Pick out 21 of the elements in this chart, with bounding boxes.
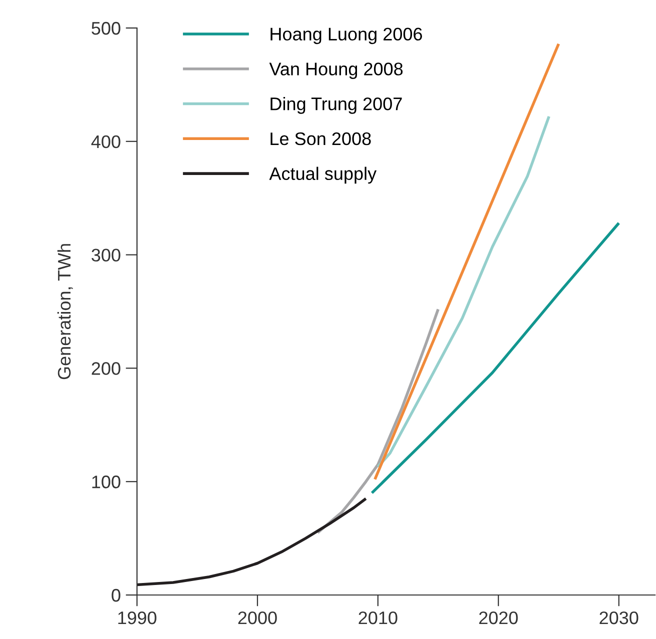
line-series <box>370 222 620 494</box>
legend-label: Actual supply <box>269 166 377 184</box>
x-tick-label: 2010 <box>358 611 398 624</box>
y-tick-label: 0 <box>112 588 120 602</box>
y-tick-label: 400 <box>91 135 120 148</box>
y-tick-label: 500 <box>92 22 120 35</box>
y-tick-label: 100 <box>92 476 120 488</box>
x-tick-label: 2030 <box>600 611 638 624</box>
x-tick-label: 1990 <box>118 611 156 624</box>
y-tick-label: 200 <box>92 362 120 375</box>
line-series <box>376 115 550 468</box>
y-axis-title: Generation, TWh <box>57 244 73 380</box>
line-series <box>316 308 440 534</box>
legend-label: Ding Trung 2007 <box>270 97 402 114</box>
y-tick-label: 300 <box>92 248 120 262</box>
legend-label: Van Houng 2008 <box>269 62 403 79</box>
x-tick-label: 2000 <box>238 611 277 624</box>
line-series <box>137 497 368 586</box>
legend-label: Le Son 2008 <box>270 132 371 146</box>
x-tick-label: 2020 <box>479 611 518 624</box>
legend-label: Hoang Luong 2006 <box>270 28 422 44</box>
